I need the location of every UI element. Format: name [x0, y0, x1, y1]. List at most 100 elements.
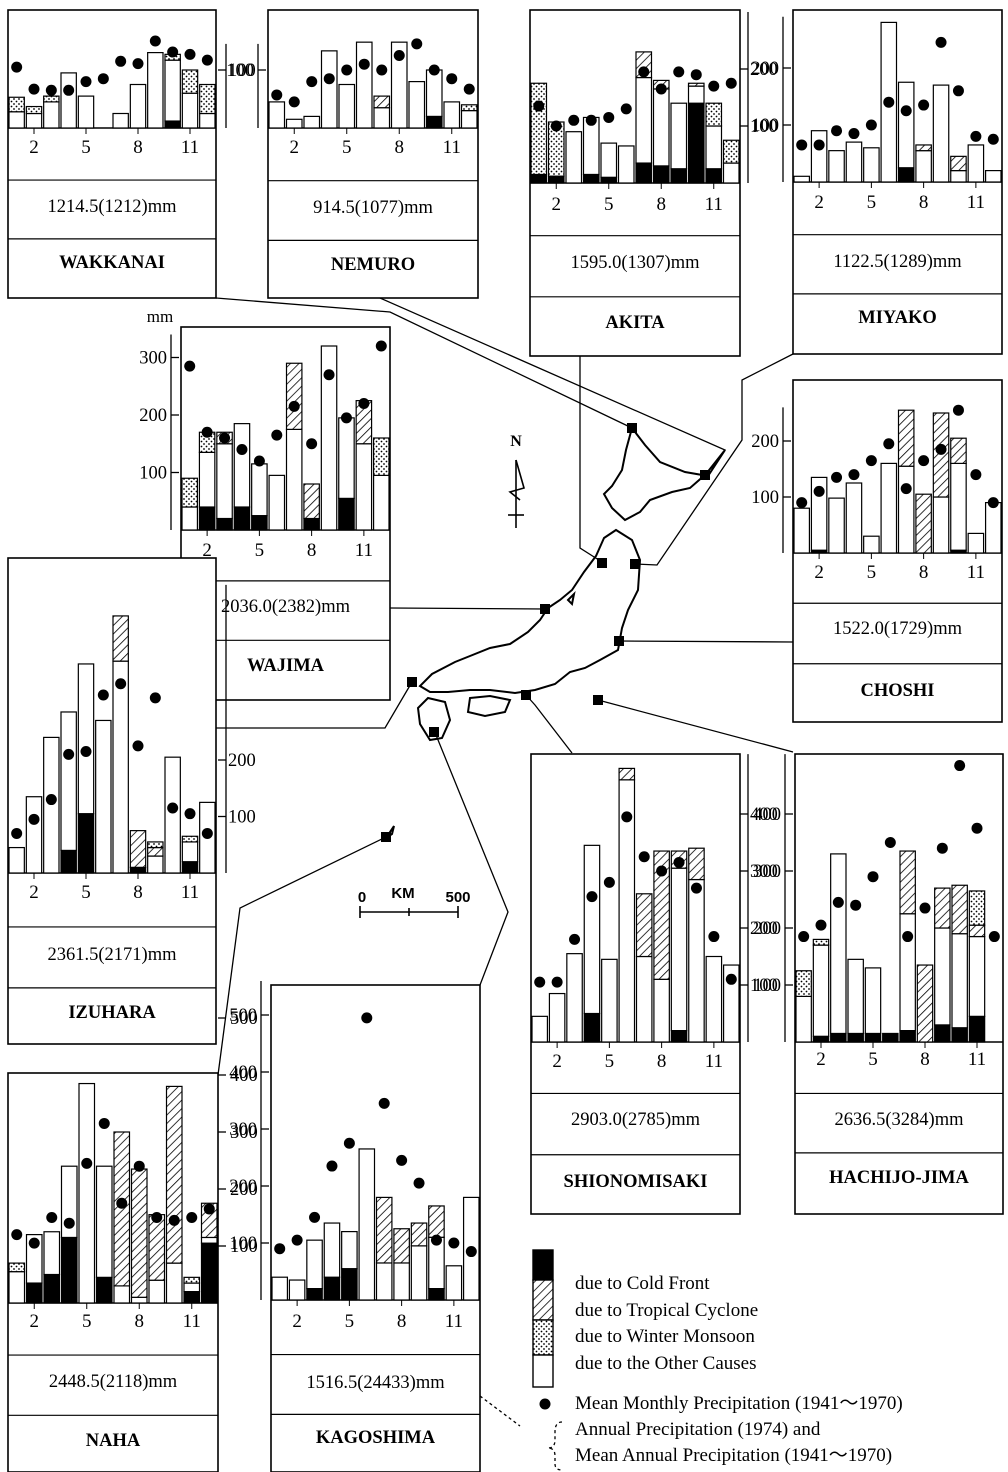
bar-winter-monsoon-m11 [183, 1276, 201, 1284]
bar-winter-monsoon-m11 [968, 890, 986, 926]
y-tick-label: 300 [230, 1123, 258, 1143]
panel-naha: 2 5 8 11 2448.5(2118)mm NAHA 100 200 300 400 500 [7, 1009, 258, 1472]
bar-winter-monsoon-m12 [460, 104, 478, 112]
bar-cold-front-m11 [183, 1290, 201, 1304]
bar-cold-front-m7 [899, 1029, 916, 1043]
mean-dot-m2 [28, 1237, 40, 1249]
bar-other-m10 [687, 85, 705, 104]
bar-cold-front-m8 [129, 866, 147, 874]
y-tick-label: 400 [230, 1066, 258, 1086]
bar-other-m6 [880, 462, 898, 554]
bar-other-m8 [393, 1262, 410, 1301]
y-tick-label: 100 [228, 61, 256, 81]
legend-label-annual-2: Mean Annual Precipitation (1941～1970) [575, 1445, 892, 1466]
mean-dot-m8 [393, 50, 405, 61]
bar-other-m7 [897, 81, 915, 169]
bar-cold-front-m10 [164, 120, 181, 129]
bar-other-m6 [358, 1148, 376, 1301]
bar-cold-front-m10 [425, 115, 443, 129]
bar-tropical-cyclone-m8 [129, 830, 147, 868]
legend-label-other: due to the Other Causes [575, 1353, 757, 1374]
bar-cold-front-m6 [882, 1032, 899, 1043]
bar-tropical-cyclone-m10 [950, 155, 967, 172]
y-tick-label: 500 [230, 1009, 258, 1029]
mean-dot-m5 [81, 1157, 93, 1169]
mean-dot-m9 [149, 35, 161, 47]
bar-other-m1 [181, 506, 199, 531]
y-tick-label: 200 [750, 919, 778, 939]
annual-total: 1516.5(24433)mm [306, 1373, 445, 1393]
bar-other-m10 [425, 69, 443, 118]
y-tick-label: 100 [229, 1234, 257, 1254]
bar-other-m7 [113, 1285, 131, 1304]
bar-other-m5 [77, 663, 95, 815]
bar-other-m1 [795, 995, 812, 1043]
y-tick-label: 300 [139, 349, 167, 369]
bar-other-m5 [78, 1082, 96, 1304]
station-akita [597, 558, 607, 568]
y-tick-label: 200 [750, 60, 778, 80]
bar-other-m1 [8, 111, 25, 129]
bar-cold-front-m11 [181, 861, 199, 874]
leader-lines [215, 297, 794, 1076]
honshu-outline [418, 528, 642, 695]
annual-total: 2361.5(2171)mm [48, 945, 178, 965]
x-tick-label: 11 [355, 540, 373, 561]
y-tick-label: 200 [139, 406, 167, 426]
bar-tropical-cyclone-m11 [968, 924, 986, 938]
mean-dot-m8 [655, 83, 667, 95]
bar-winter-monsoon-m1 [8, 96, 25, 113]
mean-dot-m8 [132, 740, 144, 752]
bar-other-m5 [251, 463, 268, 517]
bar-cold-front-m3 [216, 517, 233, 531]
y-tick-label: 200 [751, 432, 779, 452]
y-tick-label: 100 [226, 61, 254, 81]
bar-tropical-cyclone-m9 [410, 1222, 428, 1247]
panel-akita: 2 5 8 11 1595.0(1307)mm AKITA 100 200 [529, 9, 778, 357]
bar-winter-monsoon-m1 [795, 970, 812, 997]
mean-dot-m8 [918, 99, 930, 111]
bar-cold-front-m10 [687, 102, 705, 184]
bar-tropical-cyclone-m9 [934, 887, 951, 929]
mean-dot-m7 [116, 1197, 128, 1209]
x-tick-label: 8 [919, 562, 929, 583]
y-tick-label: 200 [753, 919, 781, 939]
x-tick-label: 2 [552, 1051, 562, 1072]
mean-dot-m3 [45, 794, 57, 806]
station-title: SHIONOMISAKI [564, 1172, 708, 1192]
mean-dot-m5 [343, 1137, 355, 1149]
bar-winter-monsoon-m1 [530, 82, 548, 176]
mean-dot-m6 [97, 73, 109, 85]
bar-other-m12 [722, 162, 740, 184]
bar-tropical-cyclone-m10 [687, 82, 705, 87]
x-tick-label: 5 [82, 1311, 92, 1332]
legend-swatch-other [532, 1354, 554, 1388]
x-tick-label: 2 [30, 1311, 40, 1332]
mean-dot-m3 [219, 432, 231, 444]
leader-kagoshima [435, 734, 509, 986]
annual-total: 2636.5(3284)mm [835, 1110, 965, 1130]
mean-dot-m4 [63, 1217, 75, 1229]
bar-tropical-cyclone-m8 [393, 1228, 410, 1264]
bar-other-m7 [112, 660, 129, 874]
bar-other-m3 [43, 736, 60, 874]
leader-choshi [618, 640, 794, 643]
mean-dot-m12 [725, 973, 737, 985]
bar-other-m1 [268, 101, 286, 129]
mean-dot-m11 [446, 73, 458, 85]
bar-other-m2 [25, 112, 43, 129]
mean-dot-m7 [900, 105, 912, 117]
mean-dot-m7 [638, 851, 650, 863]
mean-dot-m2 [28, 813, 40, 825]
bar-other-m4 [845, 482, 863, 554]
bar-other-m7 [897, 465, 915, 554]
bar-other-m10 [164, 59, 181, 122]
bar-tropical-cyclone-m8 [303, 483, 320, 520]
mean-dot-m9 [936, 842, 948, 854]
bar-other-m10 [338, 417, 355, 499]
bar-other-m3 [828, 497, 845, 554]
mean-dot-m12 [463, 83, 475, 95]
bar-other-m10 [951, 933, 968, 1029]
mean-dot-m11 [971, 822, 983, 834]
bar-other-m11 [181, 841, 199, 863]
